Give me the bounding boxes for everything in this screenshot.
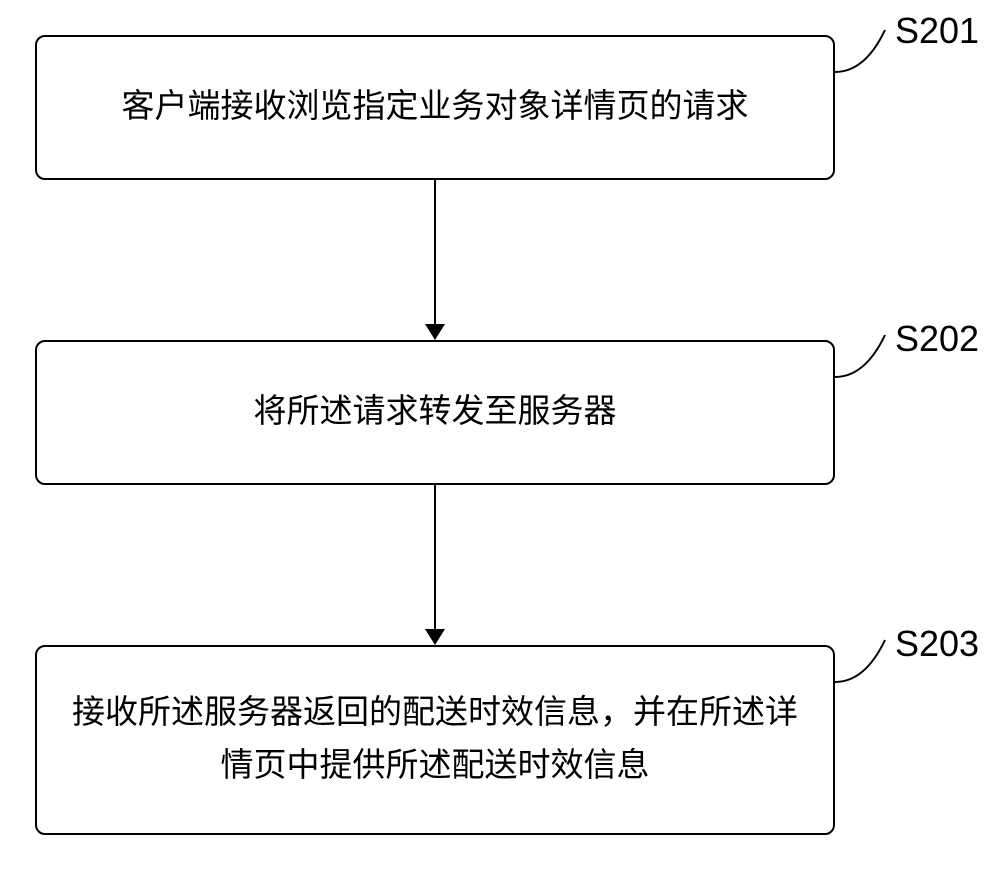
arrow-2-head [425,629,445,645]
step-1-text: 客户端接收浏览指定业务对象详情页的请求 [122,81,749,134]
connector-curve-3 [835,635,900,690]
flowchart-container: 客户端接收浏览指定业务对象详情页的请求 S201 将所述请求转发至服务器 S20… [0,0,1000,869]
arrow-2-line [434,485,436,629]
step-3-text: 接收所述服务器返回的配送时效信息，并在所述详情页中提供所述配送时效信息 [67,687,803,793]
arrow-1-head [425,324,445,340]
flowchart-step-3: 接收所述服务器返回的配送时效信息，并在所述详情页中提供所述配送时效信息 [35,645,835,835]
flowchart-step-1: 客户端接收浏览指定业务对象详情页的请求 [35,35,835,180]
arrow-1-line [434,180,436,324]
connector-curve-1 [835,25,900,80]
step-label-3: S203 [895,623,979,665]
step-2-text: 将所述请求转发至服务器 [254,386,617,439]
step-label-1: S201 [895,10,979,52]
step-label-2: S202 [895,318,979,360]
flowchart-step-2: 将所述请求转发至服务器 [35,340,835,485]
connector-curve-2 [835,330,900,385]
